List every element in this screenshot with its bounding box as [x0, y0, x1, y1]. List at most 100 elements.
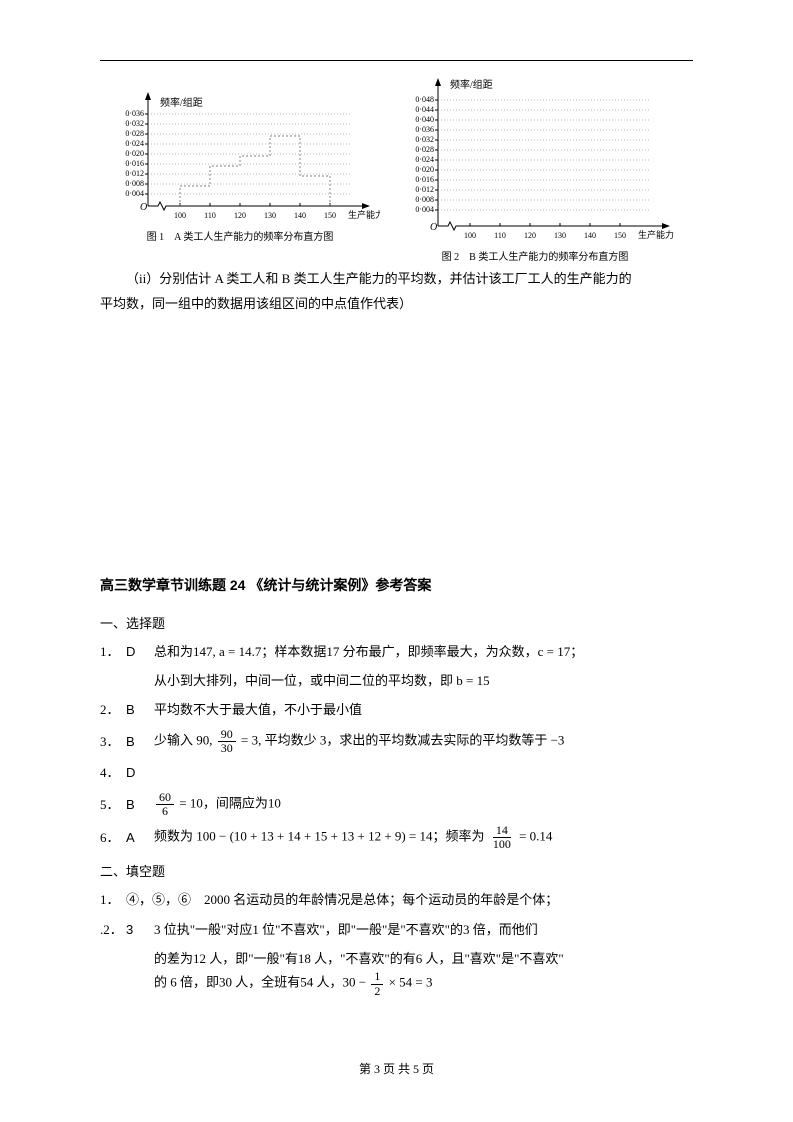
a5-letter: B — [126, 793, 154, 816]
question-ii-line1: （ii）分别估计 A 类工人和 B 类工人生产能力的平均数，并估计该工厂工人的生… — [100, 269, 693, 290]
chart2-xarrow — [662, 223, 670, 229]
chart-2-svg: 频率/组距 0·048 0·044 0·040 0·036 0·032 0·02… — [390, 76, 680, 246]
chart2-xaxis — [438, 222, 665, 230]
chart1-xaxis — [148, 202, 365, 210]
a3-frac-n: 90 — [218, 728, 236, 742]
b2-frac-n: 1 — [371, 970, 383, 984]
b2-text3-post: × 54 = 3 — [389, 975, 433, 990]
svg-text:0·028: 0·028 — [415, 145, 434, 154]
a6-frac-n: 14 — [493, 824, 511, 838]
svg-text:110: 110 — [204, 211, 216, 220]
svg-text:130: 130 — [554, 231, 566, 240]
svg-text:0·012: 0·012 — [125, 169, 144, 178]
svg-text:0·024: 0·024 — [415, 155, 434, 164]
answer-3: 3． B 少输入 90, 90 30 = 3, 平均数少 3，求出的平均数减去实… — [100, 728, 693, 755]
b2-frac-d: 2 — [371, 985, 383, 998]
svg-text:0·024: 0·024 — [125, 139, 144, 148]
question-ii-line2: 平均数，同一组中的数据用该组区间的中点值作代表） — [100, 294, 693, 315]
a2-num: 2． — [100, 698, 126, 721]
chart2-grid — [438, 100, 650, 210]
a2-letter: B — [126, 698, 154, 721]
a3-frac-d: 30 — [218, 742, 236, 755]
svg-text:0·040: 0·040 — [415, 115, 434, 124]
a6-num: 6． — [100, 826, 126, 849]
svg-text:120: 120 — [524, 231, 536, 240]
a5-num: 5． — [100, 793, 126, 816]
chart1-caption: 图 1 A 类工人生产能力的频率分布直方图 — [100, 228, 380, 243]
page-footer: 第 3 页 共 5 页 — [0, 1060, 793, 1077]
svg-text:130: 130 — [264, 211, 276, 220]
a5-post: = 10，间隔应为10 — [179, 795, 281, 810]
chart2-yticks: 0·048 0·044 0·040 0·036 0·032 0·028 0·02… — [415, 95, 438, 214]
svg-text:0·008: 0·008 — [415, 195, 434, 204]
svg-text:150: 150 — [324, 211, 336, 220]
chart2-origin: O — [430, 222, 437, 233]
svg-text:0·020: 0·020 — [415, 165, 434, 174]
chart1-bars — [180, 136, 330, 206]
svg-text:0·004: 0·004 — [125, 189, 144, 198]
chart-1-svg: 频率/组距 0·036 0·032 0·028 0·024 0·020 0·01… — [100, 76, 380, 226]
a3-num: 3． — [100, 730, 126, 753]
svg-text:0·036: 0·036 — [125, 109, 144, 118]
svg-text:0·020: 0·020 — [125, 149, 144, 158]
svg-text:0·016: 0·016 — [125, 159, 144, 168]
svg-text:0·008: 0·008 — [125, 179, 144, 188]
a5-frac: 60 6 — [156, 791, 174, 818]
svg-text:0·016: 0·016 — [415, 175, 434, 184]
answer-5: 5． B 60 6 = 10，间隔应为10 — [100, 791, 693, 818]
b1-text: ④，⑤，⑥ 2000 名运动员的年龄情况是总体；每个运动员的年龄是个体； — [126, 888, 693, 911]
a4-letter: D — [126, 761, 154, 784]
svg-text:120: 120 — [234, 211, 246, 220]
a1-num: 1． — [100, 640, 126, 663]
svg-text:0·032: 0·032 — [415, 135, 434, 144]
b2-ans: 3 — [126, 918, 154, 941]
svg-text:100: 100 — [174, 211, 186, 220]
b2-text2: 的差为12 人，即"一般"有18 人，"不喜欢"的有6 人，且"喜欢"是"不喜欢… — [154, 947, 693, 970]
a5-frac-d: 6 — [159, 805, 171, 818]
chart-2: 频率/组距 0·048 0·044 0·040 0·036 0·032 0·02… — [390, 76, 680, 263]
a3-text: 少输入 90, 90 30 = 3, 平均数少 3，求出的平均数减去实际的平均数… — [154, 728, 693, 755]
chart1-grid — [148, 114, 350, 194]
svg-text:0·032: 0·032 — [125, 119, 144, 128]
answers-title: 高三数学章节训练题 24 《统计与统计案例》参考答案 — [100, 575, 693, 595]
b2-frac: 1 2 — [371, 970, 383, 997]
top-rule — [100, 60, 693, 61]
svg-text:0·012: 0·012 — [415, 185, 434, 194]
svg-text:0·036: 0·036 — [415, 125, 434, 134]
answer-2: 2． B 平均数不大于最大值，不小于最小值 — [100, 698, 693, 721]
chart1-ylabel: 频率/组距 — [160, 96, 203, 109]
chart1-origin: O — [140, 202, 147, 213]
svg-text:110: 110 — [494, 231, 506, 240]
svg-text:100: 100 — [464, 231, 476, 240]
chart1-xarrow — [362, 203, 370, 209]
charts-row: 频率/组距 0·036 0·032 0·028 0·024 0·020 0·01… — [100, 76, 693, 263]
a3-pre: 少输入 90, — [154, 732, 213, 747]
a6-pre: 频数为 100 − (10 + 13 + 14 + 15 + 13 + 12 +… — [154, 829, 485, 844]
b2-text3: 的 6 倍，即30 人，全班有54 人，30 − 1 2 × 54 = 3 — [154, 970, 693, 997]
a2-text: 平均数不大于最大值，不小于最小值 — [154, 698, 693, 721]
section-choice: 一、选择题 — [100, 613, 693, 632]
answer-6: 6． A 频数为 100 − (10 + 13 + 14 + 15 + 13 +… — [100, 824, 693, 851]
a3-frac: 90 30 — [218, 728, 236, 755]
a3-letter: B — [126, 730, 154, 753]
a6-frac-d: 100 — [490, 838, 514, 851]
svg-text:0·028: 0·028 — [125, 129, 144, 138]
section-fill: 二、填空题 — [100, 861, 693, 880]
a1-letter: D — [126, 640, 154, 663]
fill-2: .2． 3 3 位执"一般"对应1 位"不喜欢"，即"一般"是"不喜欢"的3 倍… — [100, 918, 693, 941]
a6-frac: 14 100 — [490, 824, 514, 851]
b2-text1: 3 位执"一般"对应1 位"不喜欢"，即"一般"是"不喜欢"的3 倍，而他们 — [154, 918, 693, 941]
a6-letter: A — [126, 826, 154, 849]
a1-text-a: 总和为147, a = 14.7；样本数据17 分布最广，即频率最大，为众数，c… — [154, 640, 693, 663]
svg-text:150: 150 — [614, 231, 626, 240]
b2-text3-pre: 的 6 倍，即30 人，全班有54 人，30 − — [154, 975, 366, 990]
a4-num: 4． — [100, 761, 126, 784]
svg-text:140: 140 — [294, 211, 306, 220]
chart1-yarrow — [145, 92, 151, 100]
a3-post: = 3, 平均数少 3，求出的平均数减去实际的平均数等于 −3 — [241, 732, 564, 747]
answer-1: 1． D 总和为147, a = 14.7；样本数据17 分布最广，即频率最大，… — [100, 640, 693, 663]
chart2-yarrow — [435, 78, 441, 86]
chart-1: 频率/组距 0·036 0·032 0·028 0·024 0·020 0·01… — [100, 76, 380, 263]
svg-text:0·048: 0·048 — [415, 95, 434, 104]
chart2-ylabel: 频率/组距 — [450, 78, 493, 91]
